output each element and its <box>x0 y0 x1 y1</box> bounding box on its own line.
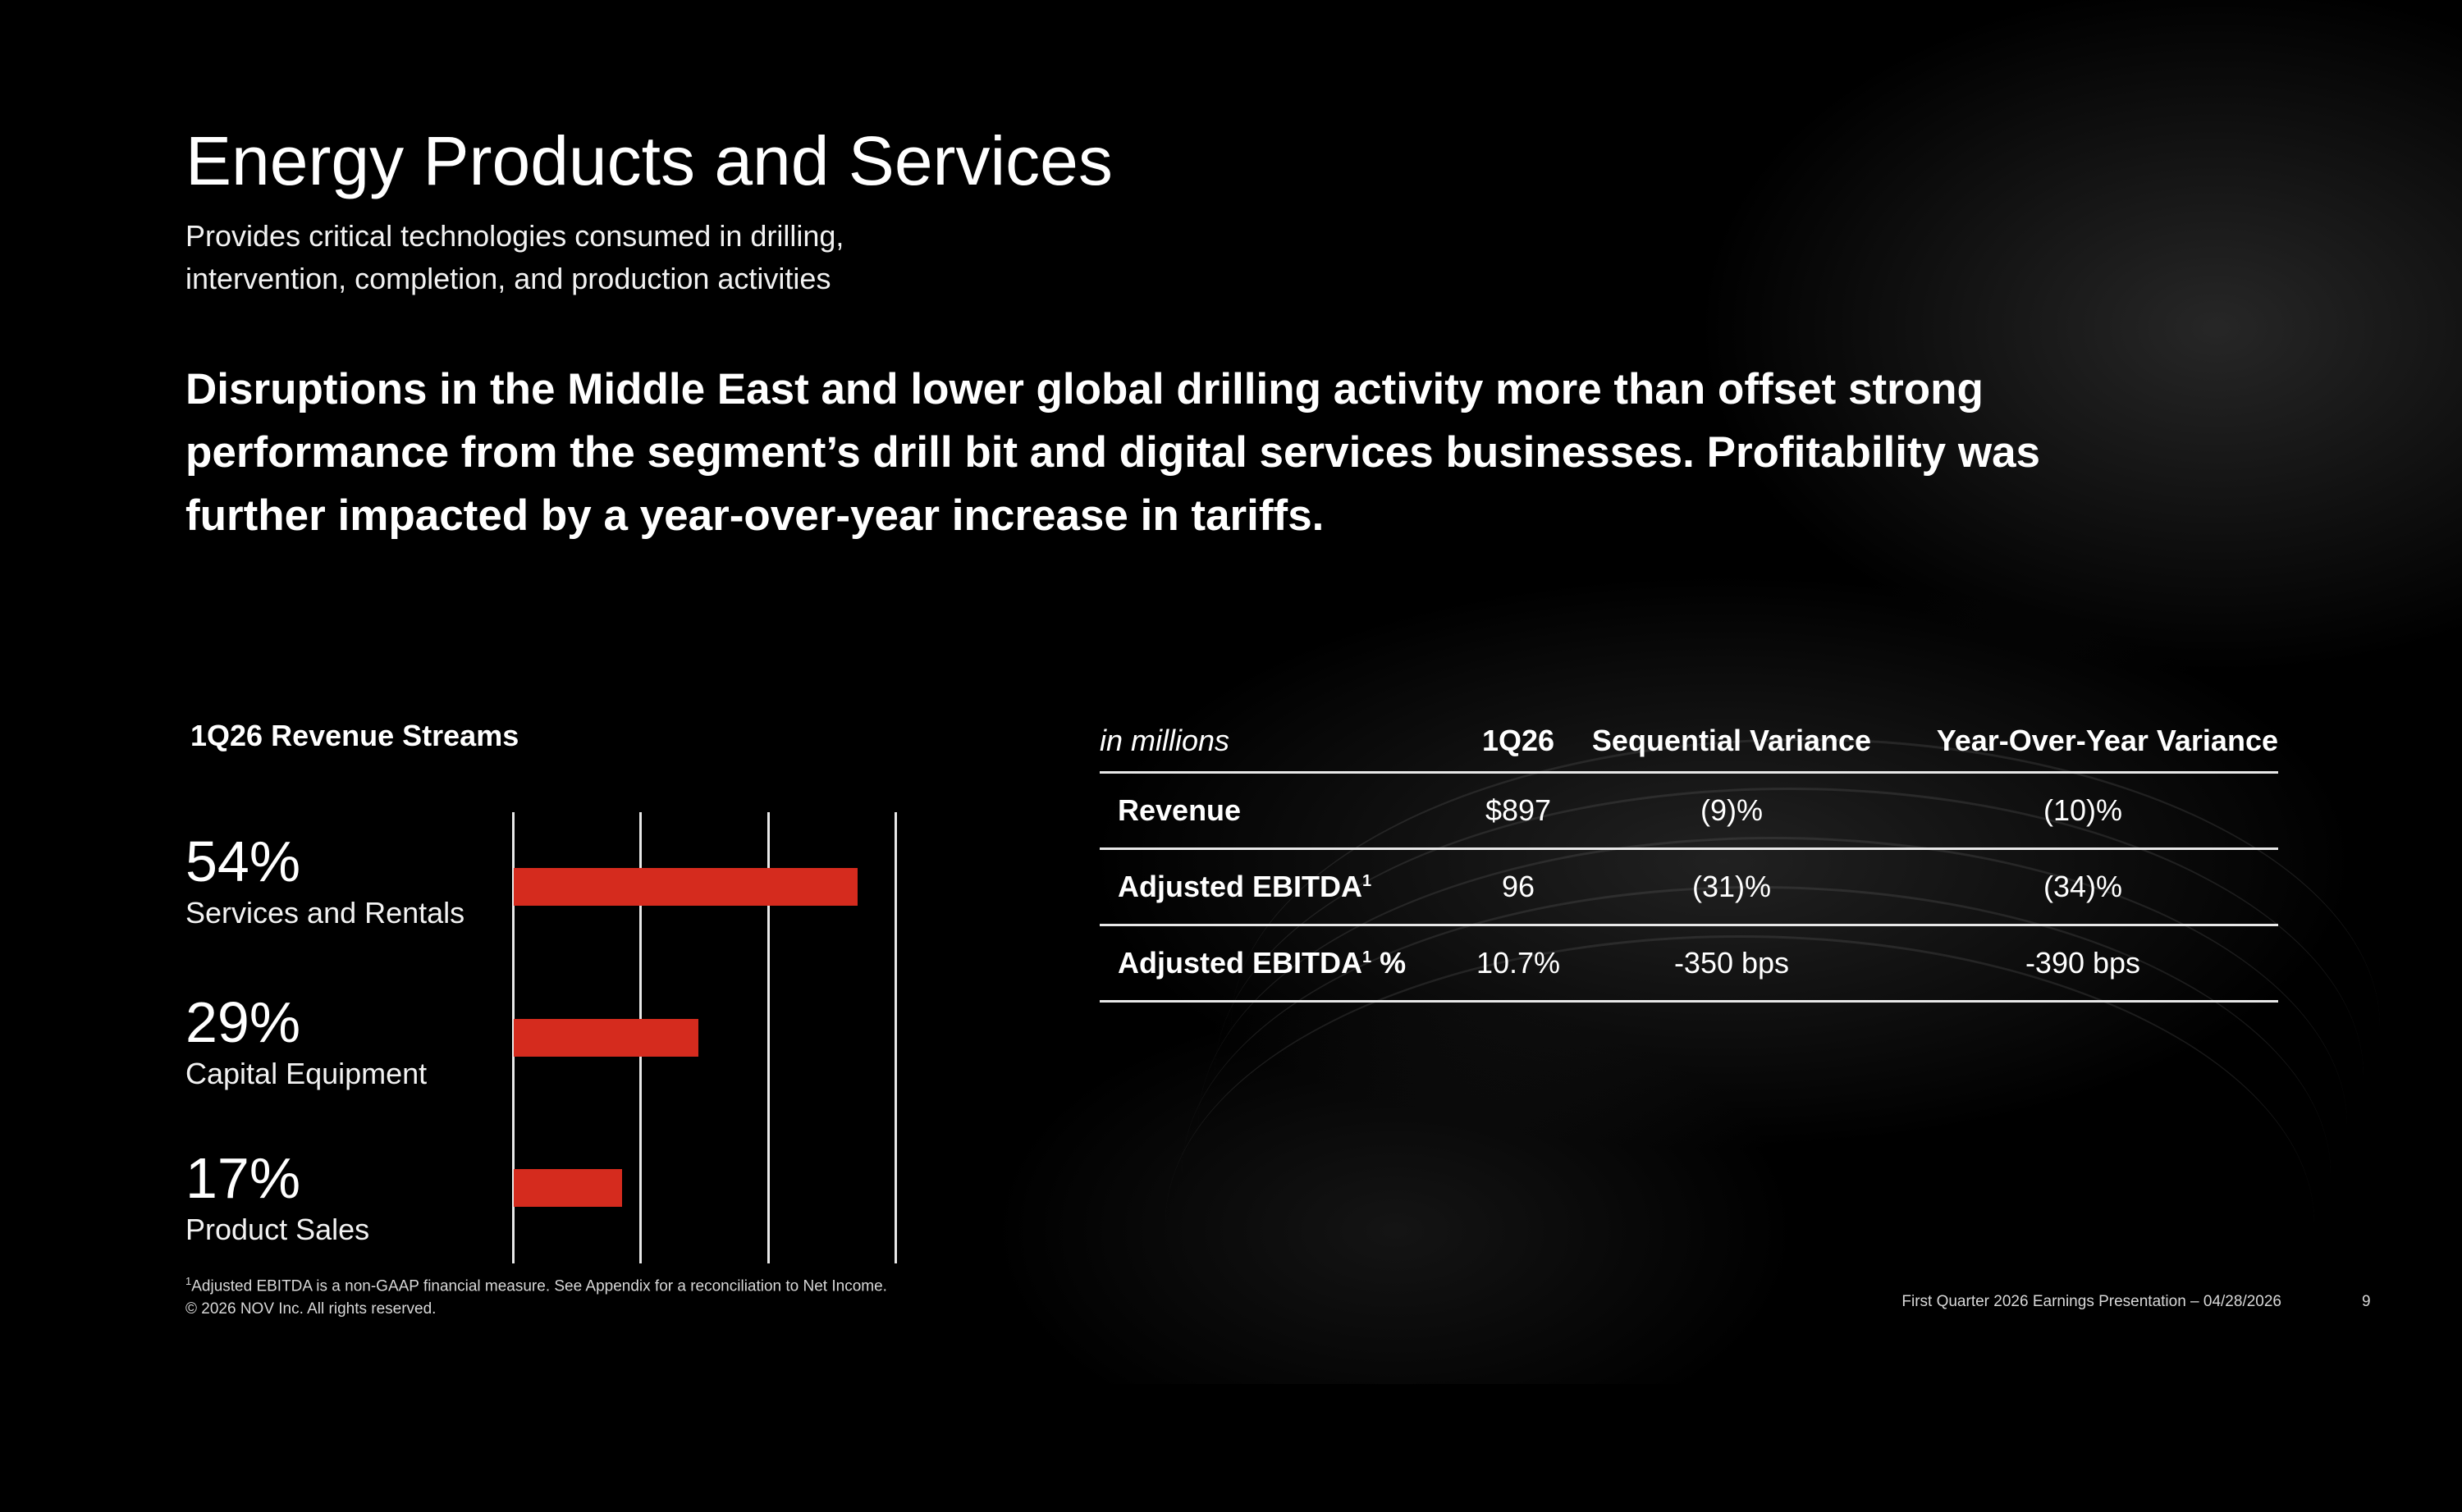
cell-yoy: (10)% <box>2043 793 2123 827</box>
column-header-yoy: Year-Over-Year Variance <box>1936 724 2278 757</box>
cell-1q26: 96 <box>1501 870 1535 903</box>
subtitle-line: Provides critical technologies consumed … <box>185 219 844 253</box>
stream-percent: 17% <box>185 1146 301 1210</box>
footnote-marker: 1 <box>1362 948 1372 966</box>
table-row: Revenue $897 (9)% (10)% <box>1100 774 2278 850</box>
bar-product-sales <box>514 1169 622 1207</box>
headline: Disruptions in the Middle East and lower… <box>185 365 2041 540</box>
stream-label: Capital Equipment <box>185 1057 428 1090</box>
bar-services-and-rentals <box>514 868 858 906</box>
revenue-stream: 54% Services and Rentals <box>185 829 464 932</box>
copyright: © 2026 NOV Inc. All rights reserved. <box>185 1300 437 1318</box>
footnote-marker: 1 <box>1362 872 1372 890</box>
footnote: 1Adjusted EBITDA is a non-GAAP financial… <box>185 1270 887 1321</box>
financials-table: in millions 1Q26 Sequential Variance Yea… <box>1100 710 2278 1003</box>
cell-sequential: -350 bps <box>1673 946 1790 980</box>
cell-yoy: (34)% <box>2043 870 2123 903</box>
stream-label: Product Sales <box>185 1213 370 1246</box>
revenue-stream: 17% Product Sales <box>185 1145 369 1249</box>
footnote-text: 1Adjusted EBITDA is a non-GAAP financial… <box>185 1275 887 1295</box>
chart-gridline <box>767 812 770 1263</box>
revenue-stream: 29% Capital Equipment <box>185 989 427 1093</box>
page-subtitle: Provides critical technologies consumed … <box>185 215 1006 300</box>
bar-capital-equipment <box>514 1019 698 1057</box>
column-header-1q26: 1Q26 <box>1481 724 1555 757</box>
cell-yoy: -390 bps <box>2025 946 2141 980</box>
page-number: 9 <box>2362 1293 2371 1310</box>
row-label: Adjusted EBITDA1 <box>1118 870 1372 903</box>
cell-sequential: (31)% <box>1691 870 1772 903</box>
units-label: in millions <box>1100 724 1230 757</box>
stream-percent: 29% <box>185 990 301 1054</box>
background-image <box>0 0 2462 1384</box>
chart-gridline <box>512 812 515 1263</box>
table-row: Adjusted EBITDA1 96 (31)% (34)% <box>1100 850 2278 926</box>
cell-1q26: $897 <box>1485 793 1552 827</box>
subtitle-line: intervention, completion, and production… <box>185 262 831 295</box>
stream-percent: 54% <box>185 829 301 893</box>
column-header-sequential: Sequential Variance <box>1591 724 1872 757</box>
cell-sequential: (9)% <box>1700 793 1763 827</box>
revenue-streams-title: 1Q26 Revenue Streams <box>190 719 519 752</box>
presentation-label: First Quarter 2026 Earnings Presentation… <box>1901 1293 2281 1310</box>
page-title: Energy Products and Services <box>185 122 1113 199</box>
chart-gridline <box>895 812 897 1263</box>
row-label: Adjusted EBITDA1 % <box>1118 946 1407 980</box>
row-label: Revenue <box>1118 793 1242 827</box>
table-header: in millions 1Q26 Sequential Variance Yea… <box>1100 710 2278 774</box>
stream-label: Services and Rentals <box>185 896 465 930</box>
table-row: Adjusted EBITDA1 % 10.7% -350 bps -390 b… <box>1100 926 2278 1003</box>
cell-1q26: 10.7% <box>1476 946 1561 980</box>
